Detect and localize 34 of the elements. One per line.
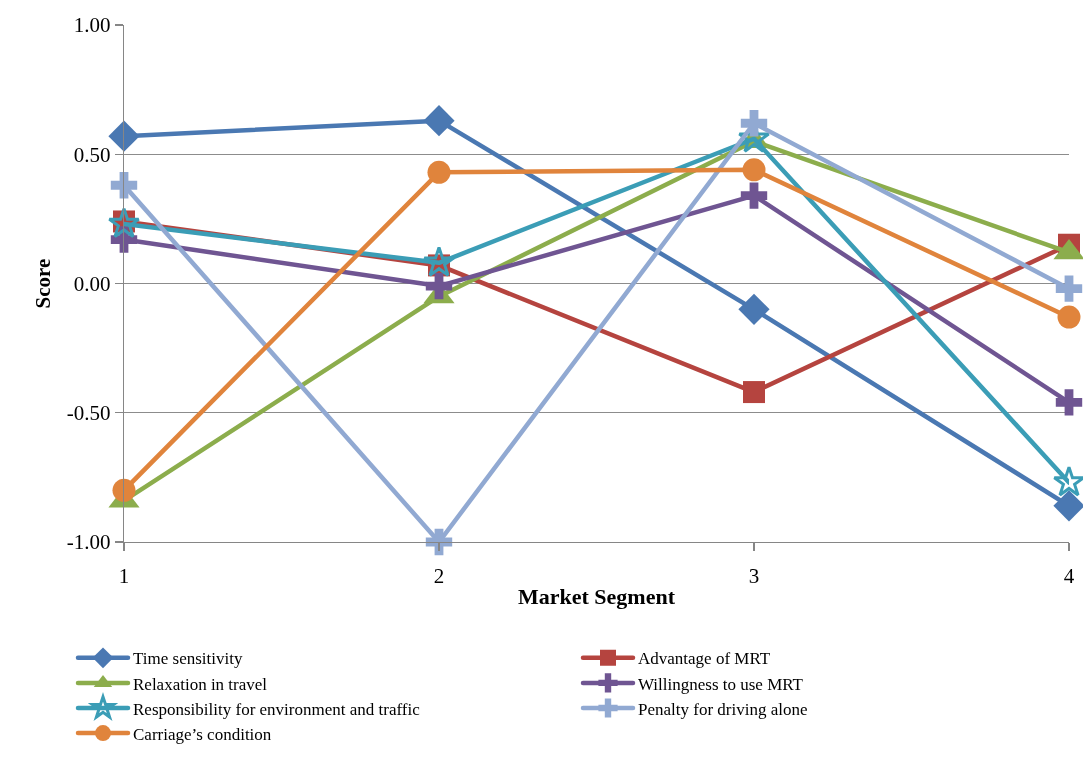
point xyxy=(423,105,455,137)
legend-label: Carriage’s condition xyxy=(133,724,272,744)
legend-label: Responsibility for environment and traffic xyxy=(133,699,421,719)
point xyxy=(1055,389,1083,416)
y-tick-label: 0.50 xyxy=(73,142,111,167)
point xyxy=(427,160,451,184)
point xyxy=(108,120,140,152)
x-tick-label: 2 xyxy=(433,563,445,588)
y-tick-label: -0.50 xyxy=(66,401,111,426)
legend-label: Willingness to use MRT xyxy=(638,674,804,694)
point xyxy=(1053,490,1083,522)
y-axis-title: Score xyxy=(31,258,56,309)
point xyxy=(738,293,770,325)
x-tick-label: 4 xyxy=(1063,563,1075,588)
legend-label: Penalty for driving alone xyxy=(638,699,808,719)
point xyxy=(425,272,453,300)
point xyxy=(107,207,141,239)
point xyxy=(112,478,136,502)
point xyxy=(422,245,456,277)
x-tick-label: 3 xyxy=(748,563,760,588)
x-tick-label: 1 xyxy=(118,563,130,588)
legend-label: Advantage of MRT xyxy=(638,649,771,669)
point xyxy=(742,158,766,182)
y-tick-label: -1.00 xyxy=(66,530,111,555)
point xyxy=(1055,275,1083,302)
point xyxy=(743,381,765,404)
legend-label: Time sensitivity xyxy=(133,649,243,669)
x-axis-title: Market Segment xyxy=(517,584,676,610)
point xyxy=(740,110,768,137)
point xyxy=(1057,305,1081,329)
point xyxy=(740,182,768,209)
y-tick-label: 1.00 xyxy=(73,13,111,38)
legend-label: Relaxation in travel xyxy=(133,674,268,694)
y-tick-label: 0.00 xyxy=(73,271,111,296)
